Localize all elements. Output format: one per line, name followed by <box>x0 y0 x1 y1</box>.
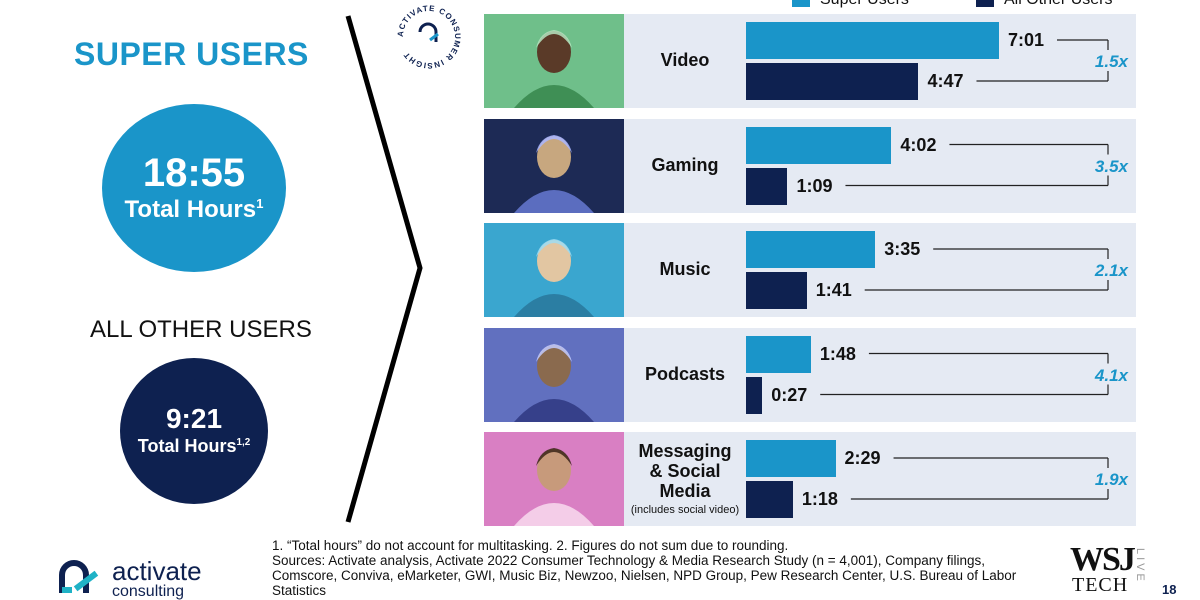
bar-other-users <box>746 167 788 205</box>
chart-row-background <box>624 327 1136 422</box>
bar-other-users <box>746 481 793 518</box>
wsj-tech-live-logo: WSJ TECH LIVE <box>1070 541 1150 600</box>
bar-other-users <box>746 63 919 100</box>
other-users-total-circle: 9:21 Total Hours1,2 <box>120 358 268 504</box>
super-users-total-label: Total Hours1 <box>124 195 264 223</box>
person-photo-illustration <box>484 327 624 422</box>
person-photo-illustration <box>484 223 624 317</box>
bar-value-other-users: 1:18 <box>801 489 838 509</box>
footnote: 1. “Total hours” do not account for mult… <box>272 538 1032 598</box>
activate-logo-icon <box>59 560 99 593</box>
wsj-wordmark: WSJ <box>1070 541 1136 578</box>
page-number: 18 <box>1162 582 1177 597</box>
legend-label-super: Super Users <box>820 0 909 9</box>
consumer-insight-badge: ACTIVATE CONSUMER INSIGHT <box>396 4 462 70</box>
chart-row-background <box>624 223 1136 317</box>
bar-value-other-users: 4:47 <box>927 71 964 91</box>
category-label: Messaging & Social Media (includes social… <box>624 432 746 526</box>
bar-super-users <box>746 126 892 164</box>
legend-label-other: All Other Users <box>1004 0 1112 9</box>
legend-swatch-super <box>792 0 810 7</box>
bar-super-users <box>746 335 811 373</box>
footnote-ref: 1,2 <box>236 437 251 449</box>
messaging-photo <box>484 432 624 526</box>
bar-value-super-users: 2:29 <box>844 448 881 468</box>
category-name: Gaming <box>651 154 719 175</box>
legend-item-super-users: Super Users <box>792 0 909 9</box>
bar-other-users <box>746 272 807 309</box>
other-users-total-hours: 9:21 <box>165 403 223 435</box>
music-photo <box>484 223 624 317</box>
bar-super-users <box>746 440 836 477</box>
person-photo-illustration <box>484 118 624 213</box>
bar-value-other-users: 0:27 <box>771 384 808 405</box>
person-photo-illustration <box>484 432 624 526</box>
category-label: Video <box>624 14 746 108</box>
wsj-tech-wordmark: TECH <box>1072 574 1129 596</box>
wsj-live-wordmark: LIVE <box>1134 548 1146 584</box>
footnote-ref: 1 <box>256 195 264 211</box>
bar-super-users <box>746 231 876 268</box>
bar-value-super-users: 1:48 <box>819 343 856 364</box>
bar-value-super-users: 4:02 <box>900 134 937 155</box>
video-photo <box>484 14 624 108</box>
category-name: Messaging & Social Media <box>638 441 732 501</box>
category-label: Podcasts <box>624 328 746 422</box>
bar-value-super-users: 3:35 <box>884 239 921 259</box>
other-users-total-label: Total Hours1,2 <box>137 436 251 457</box>
category-label: Music <box>624 223 746 317</box>
super-users-total-circle: 18:55 Total Hours1 <box>102 104 286 272</box>
gaming-photo <box>484 118 624 213</box>
legend-swatch-other <box>976 0 994 7</box>
ratio-label: 4.1x <box>1094 365 1128 385</box>
bar-other-users <box>746 376 763 414</box>
ratio-label: 3.5x <box>1094 156 1128 176</box>
bar-value-other-users: 1:09 <box>796 175 833 196</box>
footnote-sources: Sources: Activate analysis, Activate 202… <box>272 553 1017 598</box>
super-users-total-hours: 18:55 <box>142 150 246 195</box>
chevron-divider <box>345 15 423 523</box>
chart-row-background <box>624 432 1136 526</box>
logo-word-consulting: consulting <box>112 583 185 600</box>
footnote-line-1: 1. “Total hours” do not account for mult… <box>272 538 789 553</box>
svg-text:ACTIVATE CONSUMER INSIGHT: ACTIVATE CONSUMER INSIGHT <box>396 4 462 70</box>
category-name: Podcasts <box>644 363 726 384</box>
bar-value-other-users: 1:41 <box>815 280 852 300</box>
podcasts-photo <box>484 327 624 422</box>
legend-item-other-users: All Other Users <box>976 0 1112 9</box>
person-photo-illustration <box>484 14 624 108</box>
category-name: Music <box>659 259 711 280</box>
bar-value-super-users: 7:01 <box>1008 30 1045 50</box>
bar-super-users <box>746 22 999 59</box>
category-note: (includes social video) <box>630 503 740 516</box>
all-other-users-title: ALL OTHER USERS <box>90 316 312 343</box>
ratio-label: 2.1x <box>1094 261 1128 280</box>
category-name: Video <box>660 50 710 71</box>
activate-consulting-logo: activate consulting <box>56 558 202 600</box>
logo-word-activate: activate <box>112 556 202 586</box>
super-users-title: SUPER USERS <box>74 36 309 72</box>
category-label: Gaming <box>624 119 746 213</box>
ratio-label: 1.9x <box>1094 470 1128 489</box>
badge-text: ACTIVATE CONSUMER INSIGHT <box>396 4 461 70</box>
ratio-label: 1.5x <box>1094 52 1128 71</box>
